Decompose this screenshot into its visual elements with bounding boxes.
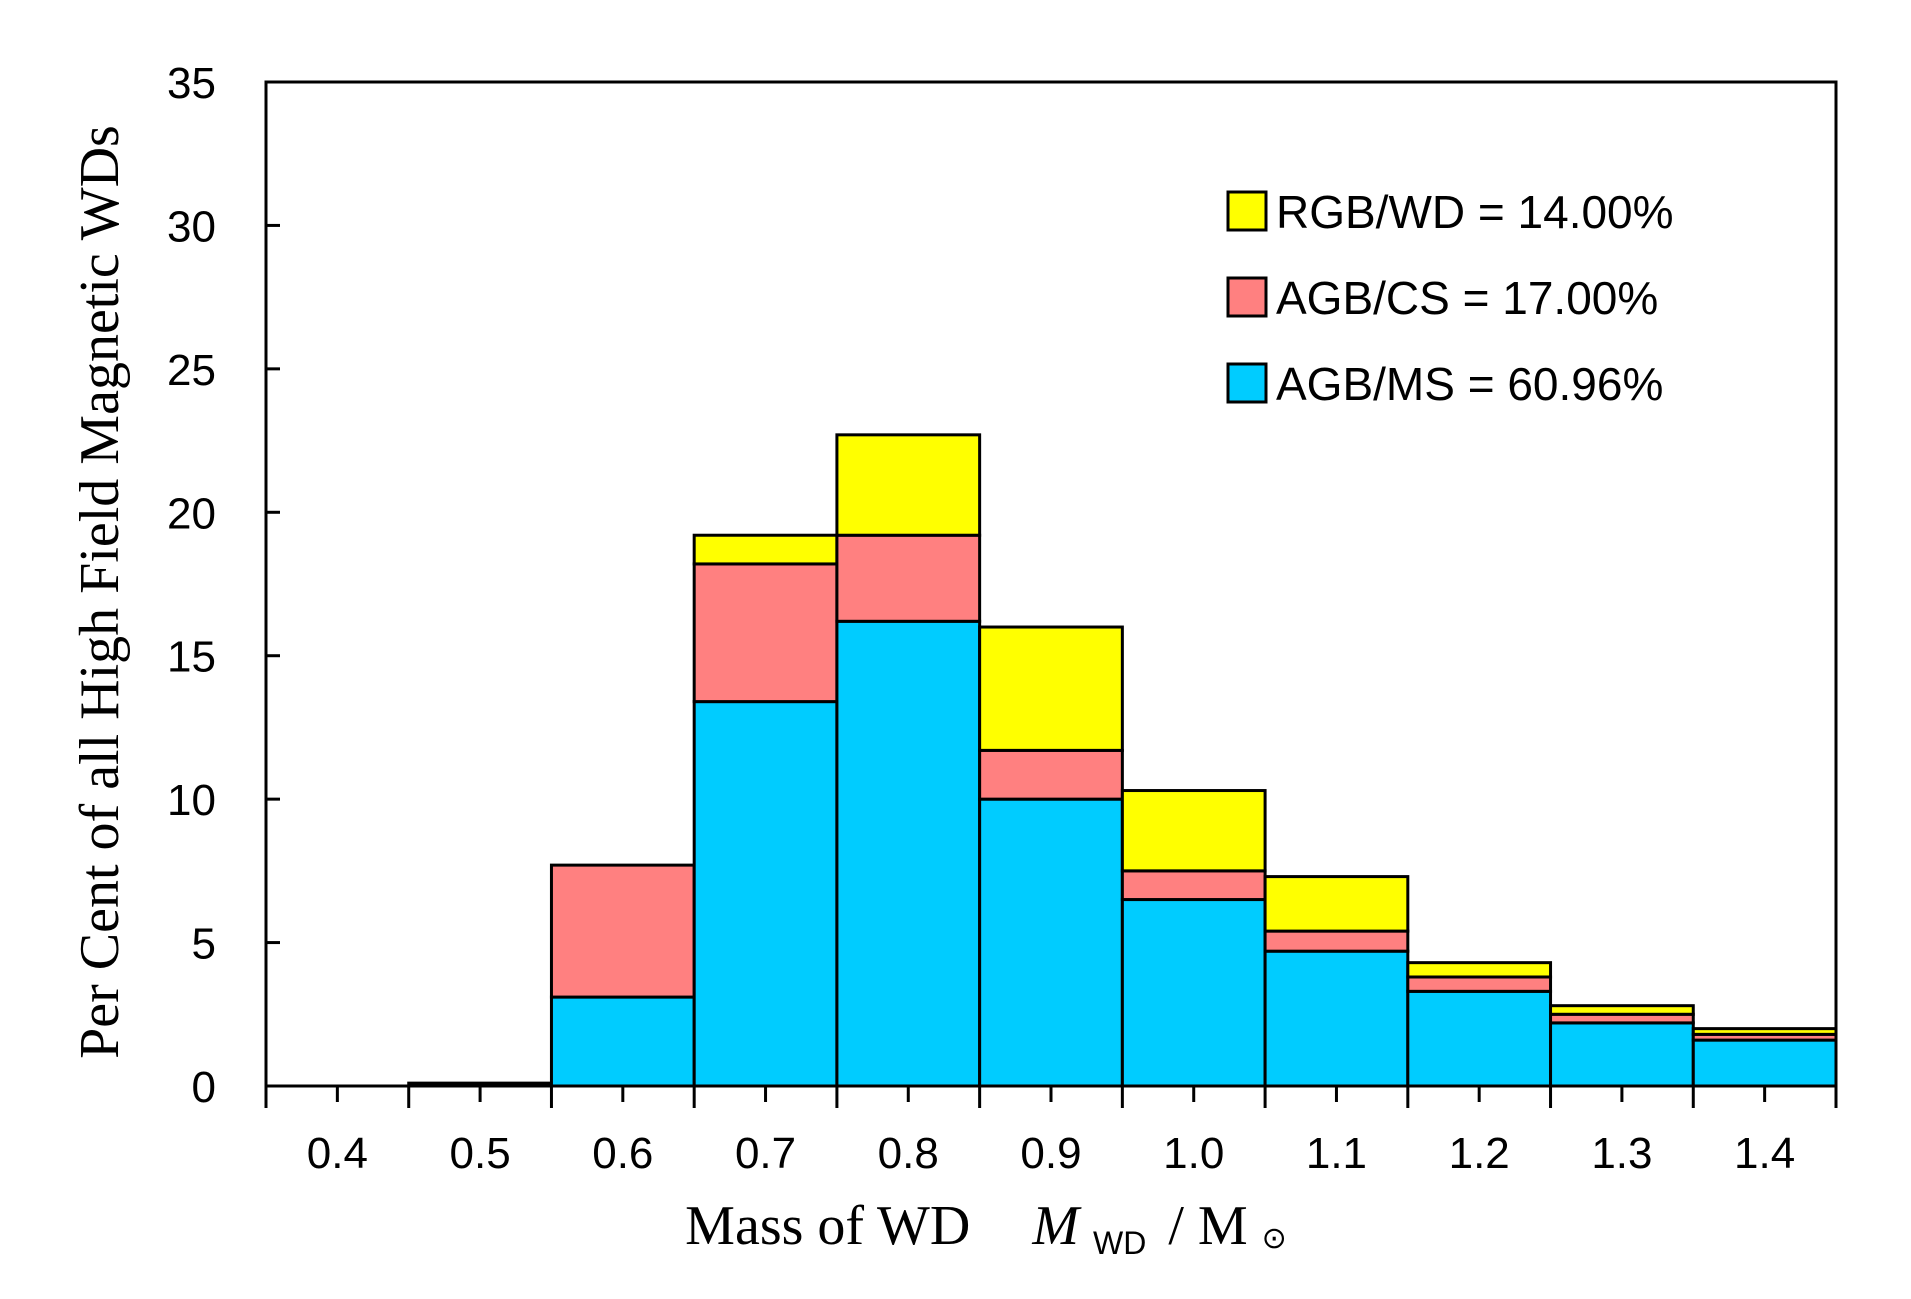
bar-agb-ms-1.3	[1549, 1021, 1695, 1088]
bar-agb-cs-0.7	[692, 562, 839, 704]
x-tick-label-0.4: 0.4	[307, 1129, 368, 1178]
legend-label-agb-ms: AGB/MS = 60.96%	[1276, 358, 1663, 410]
bar-agb-ms-0.6	[549, 995, 696, 1088]
bar-agb-cs-1.0	[1120, 869, 1267, 902]
y-tick-label-15: 15	[167, 633, 216, 682]
x-tick-label-1.4: 1.4	[1734, 1129, 1795, 1178]
bar-agb-ms-0.8	[835, 619, 982, 1088]
y-tick-label-0: 0	[192, 1063, 216, 1112]
y-tick-label-30: 30	[167, 202, 216, 251]
y-tick-label-10: 10	[167, 776, 216, 825]
bar-agb-ms-0.7	[692, 700, 839, 1088]
bar-rgb-wd-1.3	[1549, 1004, 1695, 1016]
y-tick-label-5: 5	[192, 920, 216, 969]
bar-agb-cs-1.2	[1406, 975, 1553, 993]
legend-swatch-rgb-wd	[1226, 190, 1268, 232]
x-ticks: 0.4 0.5 0.6 0.7 0.8 0.9 1.0 1.1 1.2 1.3 1.4	[264, 1086, 1838, 1178]
x-axis-label-main: Mass of WD	[685, 1195, 970, 1257]
y-tick-label-20: 20	[167, 489, 216, 538]
x-axis-label-unit: / M	[1168, 1195, 1247, 1257]
x-tick-label-1.1: 1.1	[1306, 1129, 1367, 1178]
bar-agb-ms-1.4	[1691, 1038, 1838, 1088]
legend-swatch-agb-cs	[1226, 276, 1268, 318]
x-axis-label-sun: ⊙	[1262, 1221, 1287, 1256]
bar-rgb-wd-1.4	[1691, 1027, 1838, 1036]
bar-rgb-wd-1.1	[1263, 875, 1410, 933]
bar-rgb-wd-0.7	[692, 533, 839, 566]
bar-rgb-wd-1.2	[1406, 961, 1553, 979]
x-tick-label-1.3: 1.3	[1591, 1129, 1652, 1178]
bar-agb-ms-1.0	[1120, 898, 1267, 1088]
x-tick-label-0.9: 0.9	[1020, 1129, 1081, 1178]
x-axis-label-subscript: WD	[1093, 1225, 1146, 1261]
bar-agb-ms-1.2	[1406, 989, 1553, 1088]
x-tick-label-0.8: 0.8	[878, 1129, 939, 1178]
legend-swatch-agb-ms	[1226, 362, 1268, 404]
bars	[407, 433, 1838, 1088]
bar-agb-ms-0.9	[978, 797, 1124, 1088]
bar-rgb-wd-0.8	[835, 433, 982, 537]
x-tick-label-1.2: 1.2	[1449, 1129, 1510, 1178]
bar-rgb-wd-1.0	[1120, 789, 1267, 873]
y-tick-label-25: 25	[167, 346, 216, 395]
x-tick-label-0.5: 0.5	[450, 1129, 511, 1178]
y-tick-label-35: 35	[167, 59, 216, 108]
x-tick-label-0.6: 0.6	[592, 1129, 653, 1178]
bar-agb-cs-0.9	[978, 748, 1124, 801]
legend-label-rgb-wd: RGB/WD = 14.00%	[1276, 186, 1674, 238]
x-axis-label-symbol: M	[1031, 1195, 1082, 1257]
x-axis-label: Mass of WD M WD / M ⊙	[685, 1195, 1287, 1267]
bar-agb-ms-1.1	[1263, 949, 1410, 1088]
y-ticks: 0 5 10 15 20 25 30 35	[167, 59, 280, 1112]
bar-agb-cs-1.1	[1263, 929, 1410, 953]
x-tick-label-0.7: 0.7	[735, 1129, 796, 1178]
y-axis-label: Per Cent of all High Field Magnetic WDs	[69, 125, 131, 1059]
x-tick-label-1.0: 1.0	[1163, 1129, 1224, 1178]
legend-label-agb-cs: AGB/CS = 17.00%	[1276, 272, 1658, 324]
bar-rgb-wd-0.9	[978, 625, 1124, 752]
legend: RGB/WD = 14.00% AGB/CS = 17.00% AGB/MS = 6…	[1226, 186, 1674, 410]
bar-agb-cs-0.8	[835, 533, 982, 623]
bar-agb-cs-0.6	[549, 863, 696, 999]
